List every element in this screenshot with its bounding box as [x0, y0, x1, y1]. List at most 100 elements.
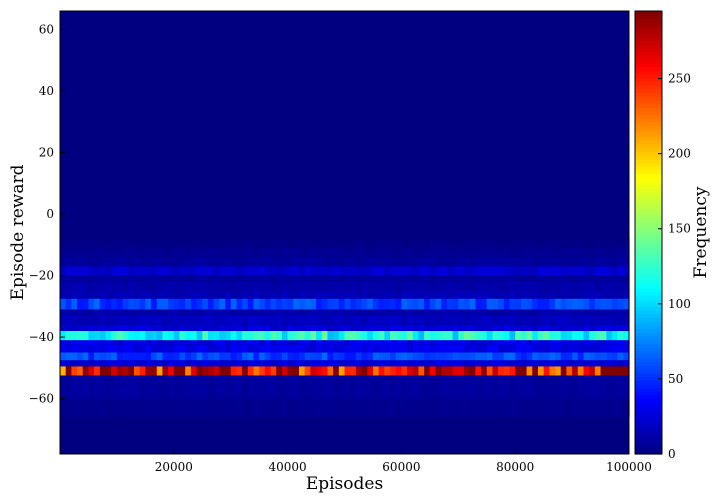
heatmap-cell — [623, 281, 630, 291]
heatmap-cell — [572, 266, 579, 276]
heatmap-cell — [179, 398, 186, 418]
heatmap-cell — [310, 330, 317, 341]
heatmap-cell — [111, 324, 118, 331]
heatmap-cell — [452, 324, 459, 331]
heatmap-cell — [498, 275, 505, 282]
heatmap-cell — [452, 330, 459, 341]
heatmap-cell — [384, 330, 391, 341]
heatmap-cell — [566, 257, 573, 267]
heatmap-cell — [446, 398, 454, 418]
heatmap-cell — [509, 281, 516, 291]
heatmap-cell — [213, 257, 220, 267]
heatmap-cell — [196, 398, 203, 418]
heatmap-cell — [327, 344, 334, 353]
heatmap-cell — [594, 375, 602, 399]
heatmap-cell — [486, 257, 494, 267]
heatmap-cell — [458, 360, 465, 367]
heatmap-cell — [304, 344, 311, 353]
heatmap-cell — [623, 340, 630, 345]
heatmap-cell — [173, 290, 181, 299]
heatmap-cell — [321, 247, 329, 258]
heatmap-cell — [88, 238, 95, 248]
heatmap-cell — [492, 324, 499, 331]
heatmap-cell — [367, 290, 374, 299]
reward-band — [60, 398, 630, 418]
heatmap-cell — [333, 344, 340, 353]
heatmap-cell — [111, 275, 118, 282]
heatmap-cell — [219, 360, 226, 367]
heatmap-cell — [321, 275, 329, 282]
heatmap-cell — [207, 298, 215, 310]
heatmap-cell — [259, 238, 266, 248]
heatmap-cell — [281, 281, 289, 291]
heatmap-cell — [77, 315, 84, 325]
heatmap-cell — [116, 330, 124, 341]
heatmap-cell — [259, 330, 266, 341]
heatmap-cell — [333, 298, 340, 310]
heatmap-cell — [105, 315, 112, 325]
heatmap-cell — [259, 298, 266, 310]
heatmap-cell — [463, 398, 471, 418]
heatmap-cell — [503, 330, 511, 341]
heatmap-cell — [429, 315, 437, 325]
heatmap-cell — [77, 324, 84, 331]
heatmap-cell — [133, 398, 141, 418]
colorbar-tick-label: 200 — [668, 147, 691, 161]
heatmap-cell — [503, 360, 511, 367]
heatmap-cell — [105, 340, 112, 345]
heatmap-cell — [88, 315, 95, 325]
heatmap-cell — [162, 257, 169, 267]
heatmap-cell — [281, 330, 289, 341]
heatmap-cell — [395, 344, 402, 353]
heatmap-cell — [509, 330, 516, 341]
heatmap-cell — [298, 330, 306, 341]
heatmap-cell — [236, 309, 243, 316]
heatmap-cell — [350, 324, 357, 331]
heatmap-cell — [94, 257, 101, 267]
colorbar-step — [635, 18, 662, 23]
heatmap-cell — [486, 324, 494, 331]
heatmap-cell — [259, 340, 266, 345]
colorbar-step — [635, 343, 662, 348]
heatmap-cell — [424, 290, 431, 299]
heatmap-cell — [304, 360, 311, 367]
heatmap-cell — [139, 257, 146, 267]
heatmap-cell — [225, 290, 232, 299]
reward-band — [60, 375, 630, 399]
heatmap-cell — [407, 266, 414, 276]
heatmap-cell — [333, 275, 340, 282]
heatmap-cell — [264, 324, 272, 331]
heatmap-cell — [526, 275, 533, 282]
heatmap-cell — [441, 344, 448, 353]
colorbar-step — [635, 25, 662, 31]
heatmap-cell — [515, 315, 522, 325]
heatmap-cell — [77, 344, 84, 353]
heatmap-cell — [441, 281, 448, 291]
heatmap-cell — [253, 375, 260, 399]
heatmap-cell — [424, 275, 431, 282]
heatmap-cell — [88, 340, 95, 345]
colorbar-step — [635, 202, 662, 208]
heatmap-cell — [367, 344, 374, 353]
heatmap-cell — [293, 298, 300, 310]
heatmap-cell — [338, 298, 346, 310]
heatmap-cell — [202, 275, 209, 282]
heatmap-cell — [179, 275, 186, 282]
heatmap-cell — [185, 290, 192, 299]
heatmap-cell — [321, 375, 329, 399]
heatmap-cell — [589, 330, 596, 341]
heatmap-cell — [298, 375, 306, 399]
heatmap-cell — [321, 309, 329, 316]
heatmap-cell — [65, 257, 72, 267]
heatmap-cell — [60, 257, 67, 267]
heatmap-cell — [577, 266, 585, 276]
heatmap-cell — [179, 266, 186, 276]
heatmap-cell — [236, 360, 243, 367]
heatmap-cell — [327, 275, 334, 282]
heatmap-cell — [594, 247, 602, 258]
heatmap-cell — [441, 330, 448, 341]
heatmap-cell — [270, 366, 277, 376]
heatmap-cell — [77, 309, 84, 316]
heatmap-cell — [378, 238, 385, 248]
heatmap-cell — [344, 275, 351, 282]
